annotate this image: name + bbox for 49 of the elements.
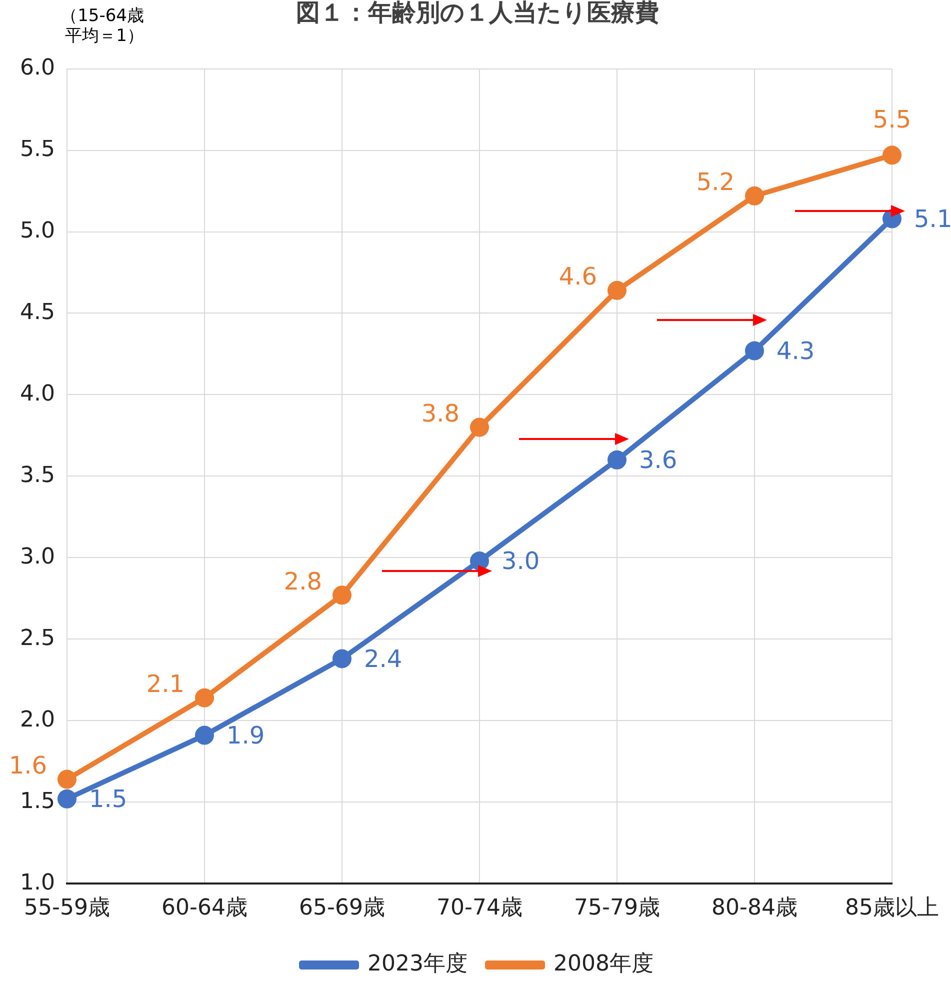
data-label: 2.4 (364, 644, 402, 673)
point (194, 688, 214, 708)
point (332, 586, 352, 605)
y-tick-label: 1.5 (20, 788, 55, 814)
x-tick-label: 70-74歳 (436, 896, 522, 921)
data-label: 4.3 (776, 336, 815, 365)
data-label: 1.6 (8, 752, 47, 780)
point (194, 726, 214, 745)
point (57, 770, 76, 789)
point (470, 551, 489, 570)
y-tick-label: 5.0 (20, 218, 55, 244)
point (745, 341, 764, 360)
data-label: 4.6 (558, 262, 597, 291)
y-axis-title: （15-64歳平均＝1） (60, 6, 144, 46)
x-tick-label: 55-59歳 (24, 896, 110, 921)
data-label: 2.1 (146, 670, 184, 698)
x-tick-label: 85歳以上 (845, 896, 940, 921)
y-tick-label: 1.0 (20, 870, 55, 896)
point (332, 649, 352, 668)
point (470, 418, 489, 437)
y-tick-label: 4.5 (20, 300, 55, 325)
y-tick-label: 2.5 (20, 626, 55, 651)
x-tick-label: 60-64歳 (162, 896, 248, 921)
y-tick-label: 3.5 (20, 462, 55, 488)
data-label: 5.1 (914, 204, 951, 233)
legend-label: 2023年度 (368, 952, 468, 977)
data-label: 5.2 (696, 168, 734, 196)
point (607, 280, 626, 300)
chart-title: 図１：年齢別の１人当たり医療費 (296, 0, 659, 27)
legend-label: 2008年度 (554, 952, 654, 977)
y-tick-label: 5.5 (20, 137, 55, 162)
x-tick-label: 65-69歳 (299, 896, 385, 921)
y-tick-label: 6.0 (20, 56, 55, 81)
point (745, 186, 764, 206)
y-tick-label: 4.0 (20, 381, 55, 406)
data-label: 1.9 (226, 722, 265, 750)
point (882, 146, 902, 165)
data-label: 2.8 (284, 567, 322, 596)
x-tick-label: 75-79歳 (574, 896, 660, 921)
point (607, 450, 626, 470)
data-label: 3.6 (639, 446, 678, 474)
data-label: 5.5 (872, 105, 912, 134)
y-tick-label: 2.0 (20, 707, 55, 732)
data-label: 1.5 (88, 785, 128, 814)
x-tick-label: 80-84歳 (712, 896, 798, 921)
data-label: 3.8 (421, 400, 460, 428)
data-label: 3.0 (501, 547, 540, 576)
y-tick-label: 3.0 (20, 544, 55, 570)
point (57, 789, 76, 808)
